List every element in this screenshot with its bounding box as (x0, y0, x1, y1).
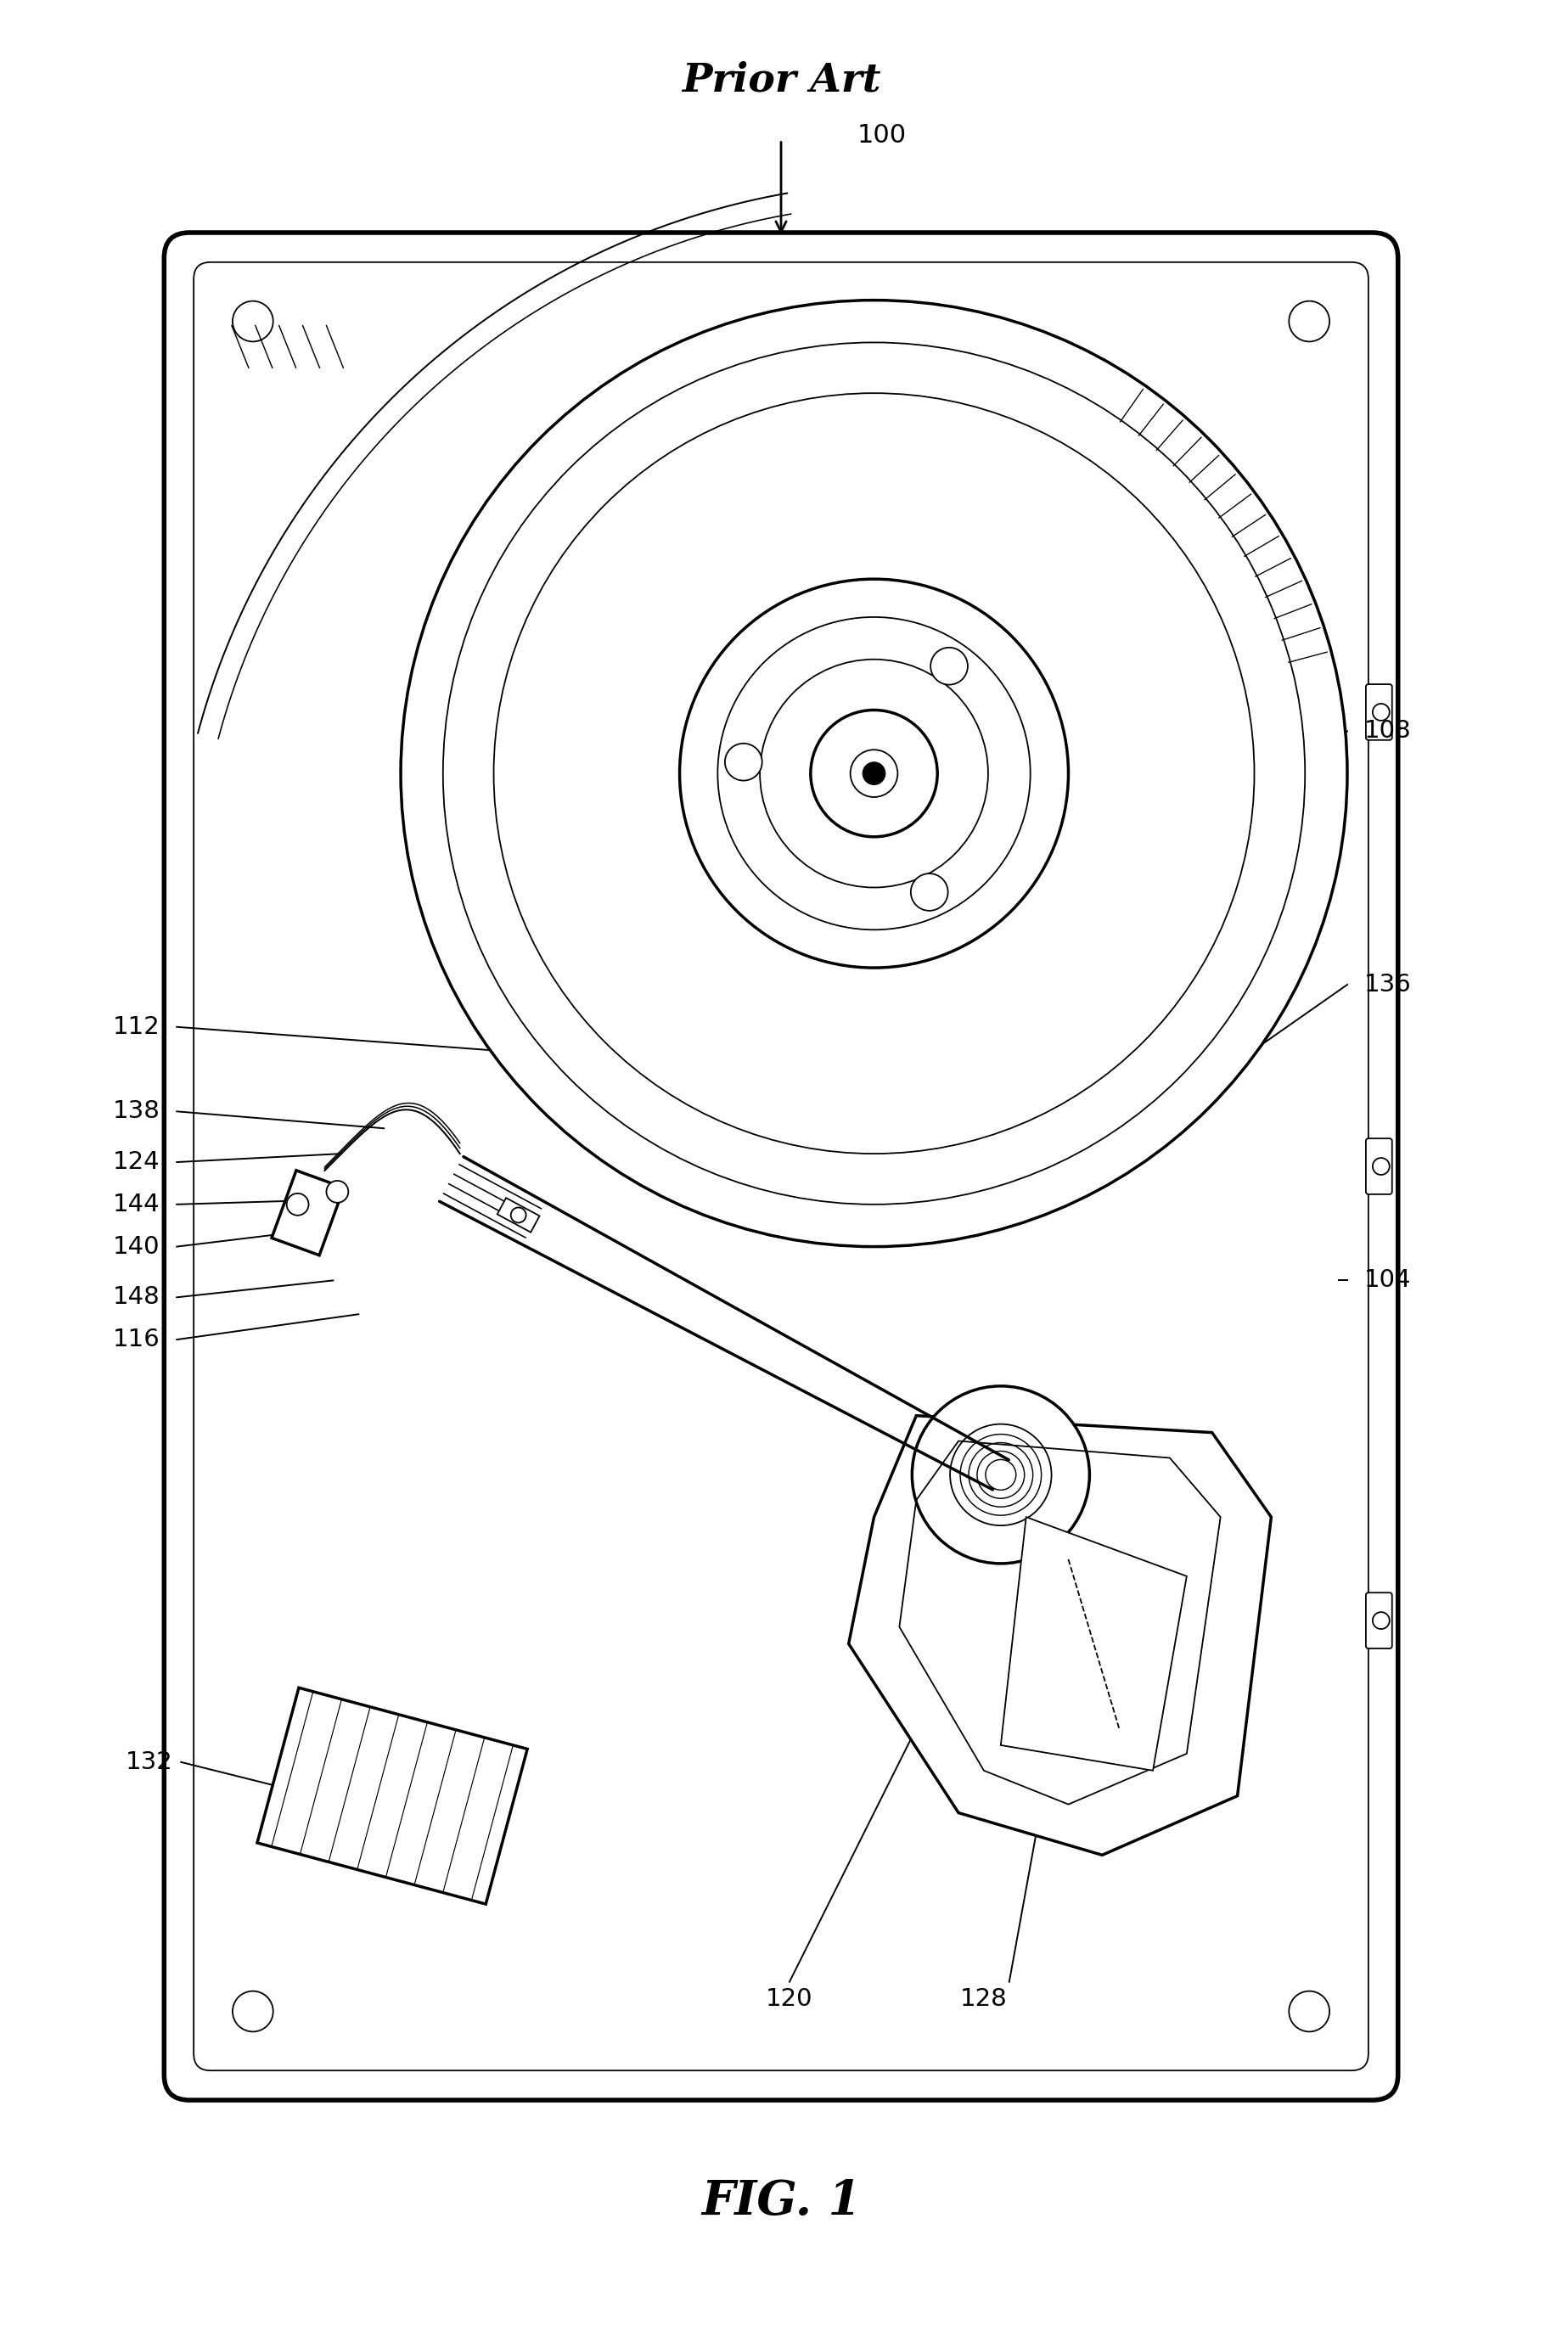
Circle shape (1289, 1991, 1330, 2031)
Circle shape (850, 749, 897, 796)
Text: 136: 136 (1364, 972, 1411, 998)
Circle shape (1372, 703, 1389, 721)
Circle shape (913, 1386, 1090, 1564)
Circle shape (679, 578, 1068, 967)
Circle shape (950, 1424, 1052, 1525)
Text: 128: 128 (960, 1986, 1008, 2009)
Polygon shape (497, 1197, 539, 1232)
FancyBboxPatch shape (165, 232, 1399, 2101)
Text: 124: 124 (113, 1150, 160, 1173)
Polygon shape (271, 1171, 343, 1255)
Text: 132: 132 (125, 1749, 172, 1773)
Circle shape (718, 616, 1030, 930)
Text: 138: 138 (113, 1098, 160, 1124)
Polygon shape (1000, 1518, 1187, 1771)
Circle shape (862, 763, 884, 785)
Circle shape (911, 874, 949, 911)
Text: 112: 112 (113, 1014, 160, 1040)
Text: 116: 116 (113, 1328, 160, 1351)
Text: FIG. 1: FIG. 1 (701, 2178, 861, 2225)
Circle shape (724, 742, 762, 780)
Circle shape (1372, 1157, 1389, 1176)
Text: 120: 120 (765, 1986, 814, 2009)
Text: 140: 140 (113, 1234, 160, 1258)
Circle shape (232, 302, 273, 342)
Text: 144: 144 (113, 1192, 160, 1215)
FancyBboxPatch shape (1366, 1593, 1392, 1649)
Text: 100: 100 (858, 124, 906, 148)
Text: Prior Art: Prior Art (682, 61, 881, 101)
Circle shape (511, 1208, 525, 1223)
Circle shape (811, 710, 938, 836)
Text: 108: 108 (1364, 719, 1411, 742)
Circle shape (760, 660, 988, 888)
Circle shape (232, 1991, 273, 2031)
Circle shape (287, 1194, 309, 1215)
FancyBboxPatch shape (1366, 684, 1392, 740)
Polygon shape (848, 1415, 1272, 1855)
Circle shape (930, 646, 967, 684)
Circle shape (401, 300, 1347, 1246)
Polygon shape (257, 1689, 527, 1904)
Text: 148: 148 (113, 1286, 160, 1309)
Circle shape (1289, 302, 1330, 342)
Text: 104: 104 (1364, 1269, 1411, 1293)
Circle shape (326, 1180, 348, 1204)
FancyBboxPatch shape (1366, 1138, 1392, 1194)
Circle shape (1372, 1611, 1389, 1630)
